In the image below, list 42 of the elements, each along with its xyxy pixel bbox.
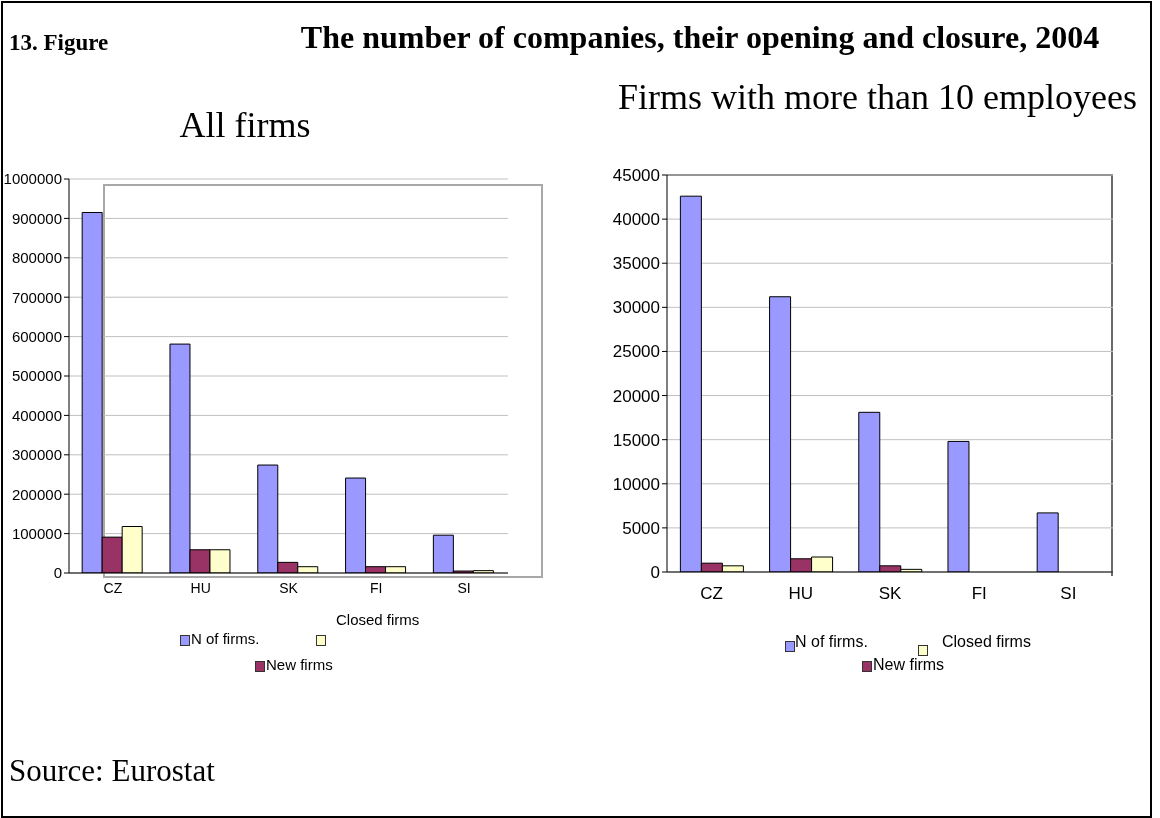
y-tick-label: 10000 [612, 474, 660, 494]
y-tick-label: 0 [650, 563, 660, 583]
x-tick-label: CZ [700, 584, 723, 604]
legend-label: Closed firms [942, 633, 1031, 651]
y-tick-label: 20000 [612, 386, 660, 406]
y-tick-label: 30000 [612, 298, 660, 318]
y-tick-label: 35000 [612, 254, 660, 274]
chart-subtitle: All firms [178, 104, 312, 147]
x-tick-label: SK [279, 579, 299, 596]
y-tick-label: 15000 [612, 430, 660, 450]
legend-label: New firms [266, 656, 333, 674]
y-tick-label: 300000 [11, 446, 62, 464]
y-tick-label: 600000 [11, 327, 62, 345]
y-tick-label: 45000 [612, 166, 660, 186]
legend-label: N of firms. [191, 630, 260, 648]
y-tick-label: 900000 [11, 209, 62, 227]
y-tick-label: 100000 [11, 524, 62, 542]
text: Closed firms [336, 611, 420, 629]
x-tick-label: FI [971, 584, 987, 604]
y-tick-label: 25000 [612, 342, 660, 362]
legend-label: New firms [873, 656, 945, 674]
x-tick-label: FI [370, 579, 383, 596]
y-tick-label: 500000 [11, 367, 62, 385]
x-tick-label: CZ [103, 579, 123, 596]
chart-title: Firms with more than 10 employees [617, 76, 1138, 119]
y-tick-label: 200000 [11, 485, 62, 503]
x-tick-label: HU [190, 579, 211, 596]
text: The number of companies, their opening and closure, 2004 [299, 18, 1101, 57]
x-tick-label: SI [1060, 584, 1077, 604]
y-tick-label: 0 [53, 564, 62, 582]
y-tick-label: 5000 [622, 518, 660, 538]
y-tick-label: 40000 [612, 210, 660, 230]
x-tick-label: SK [878, 584, 902, 604]
legend-label: N of firms. [795, 633, 868, 651]
x-tick-label: SI [457, 579, 471, 596]
source-note: Source: Eurostat [9, 752, 215, 790]
y-tick-label: 800000 [11, 249, 62, 267]
text: 13. Figure [9, 29, 109, 57]
y-tick-label: 400000 [11, 406, 62, 424]
x-tick-label: HU [788, 584, 814, 604]
y-tick-label: 1000000 [3, 170, 62, 188]
y-tick-label: 700000 [11, 288, 62, 306]
